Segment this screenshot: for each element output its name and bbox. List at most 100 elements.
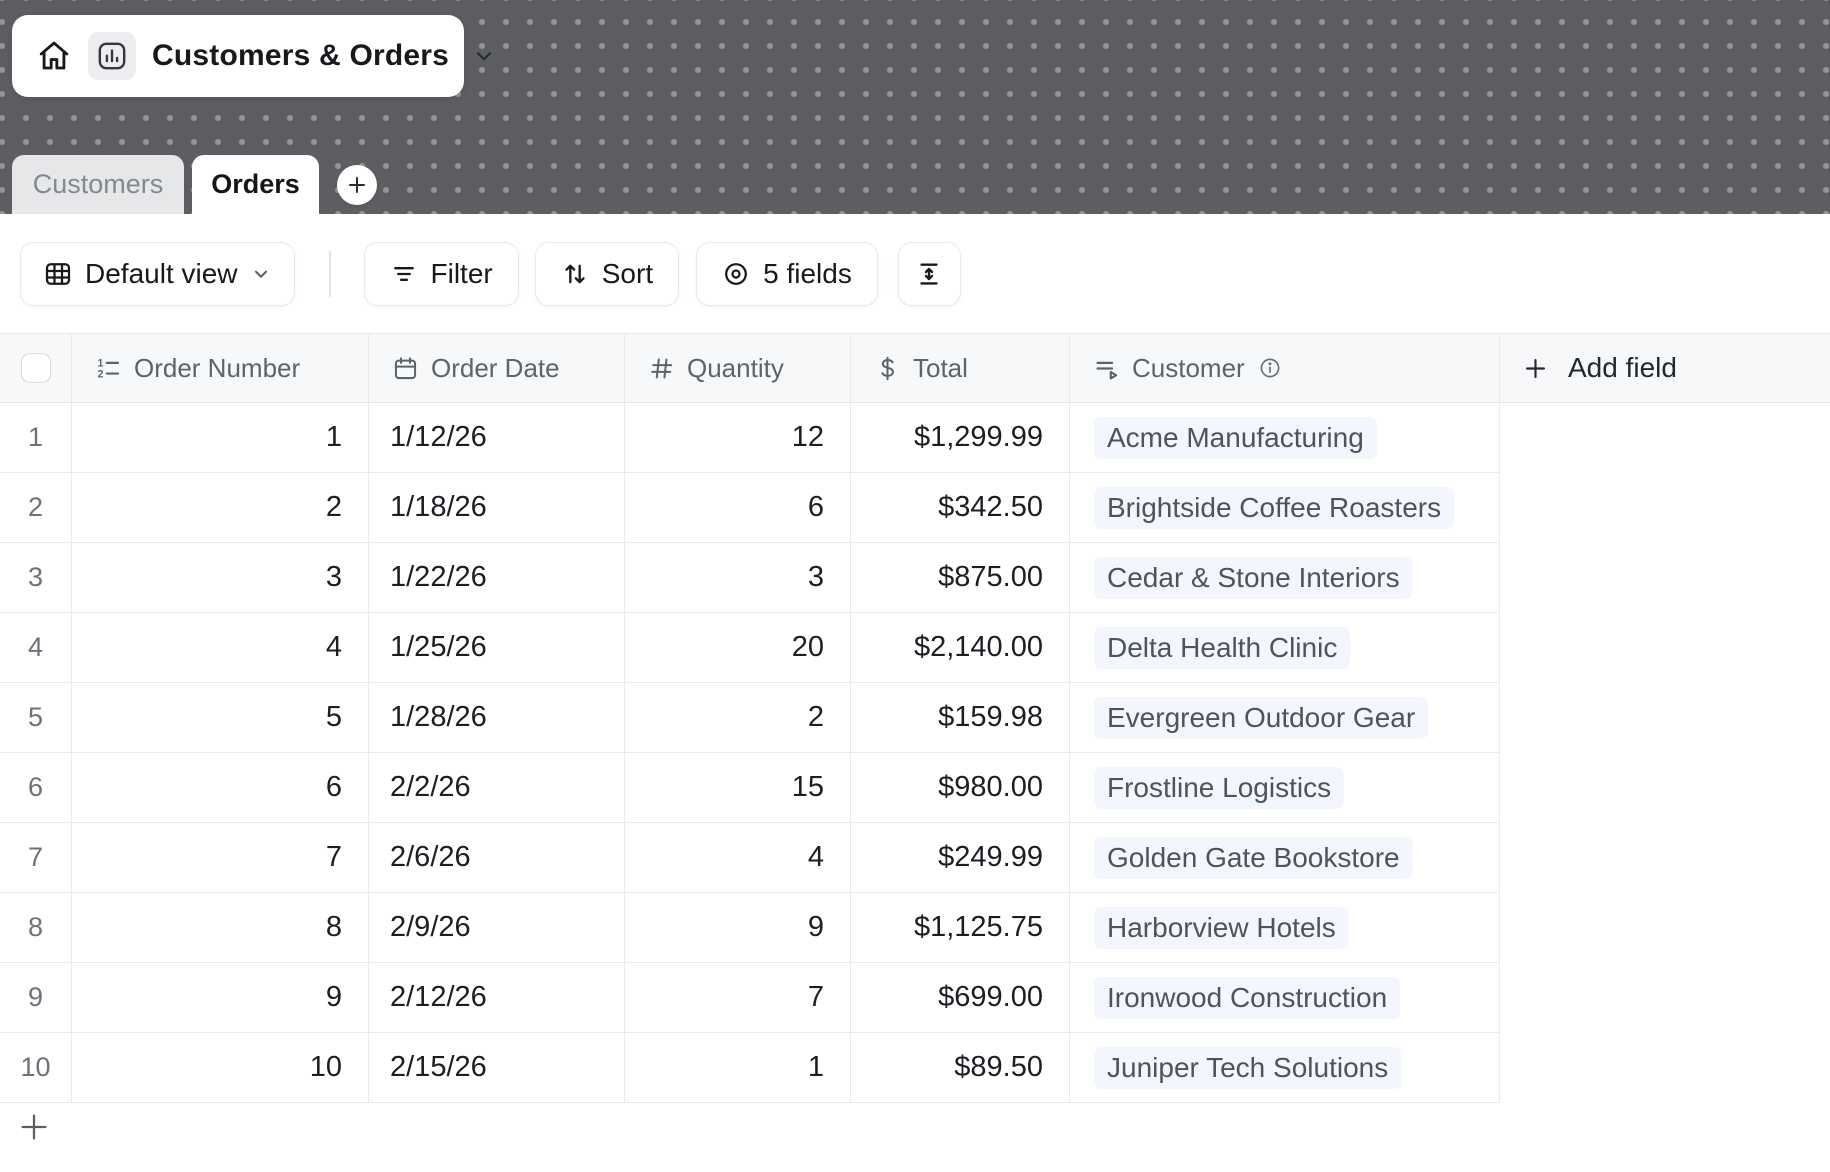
customer-cell[interactable]: Evergreen Outdoor Gear — [1070, 683, 1500, 753]
total-cell[interactable]: $89.50 — [851, 1033, 1070, 1103]
customer-cell[interactable]: Delta Health Clinic — [1070, 613, 1500, 683]
customer-cell[interactable]: Golden Gate Bookstore — [1070, 823, 1500, 893]
column-header-order-date[interactable]: Order Date — [369, 334, 625, 403]
row-number-cell[interactable]: 8 — [0, 893, 72, 963]
toolbar-divider — [328, 250, 331, 297]
quantity-cell[interactable]: 1 — [625, 1033, 851, 1103]
sort-button[interactable]: Sort — [534, 241, 680, 306]
order-number-cell[interactable]: 9 — [72, 963, 369, 1033]
order-date-cell[interactable]: 2/2/26 — [369, 753, 625, 823]
column-header-customer[interactable]: Customer — [1070, 334, 1500, 403]
quantity-cell[interactable]: 15 — [625, 753, 851, 823]
row-number-cell[interactable]: 2 — [0, 473, 72, 543]
total-cell[interactable]: $159.98 — [851, 683, 1070, 753]
row-number-cell[interactable]: 10 — [0, 1033, 72, 1103]
base-icon-container — [88, 32, 136, 80]
customer-record-pill[interactable]: Evergreen Outdoor Gear — [1094, 696, 1429, 739]
customer-cell[interactable]: Ironwood Construction — [1070, 963, 1500, 1033]
order-number-cell[interactable]: 10 — [72, 1033, 369, 1103]
row-number-cell[interactable]: 3 — [0, 543, 72, 613]
fields-visibility-button[interactable]: 5 fields — [696, 241, 878, 306]
quantity-cell[interactable]: 6 — [625, 473, 851, 543]
order-date-cell[interactable]: 1/18/26 — [369, 473, 625, 543]
customer-record-pill[interactable]: Cedar & Stone Interiors — [1094, 556, 1413, 599]
bar-chart-icon — [98, 42, 126, 70]
table-row: 3 3 1/22/26 3 $875.00 Cedar & Stone Interiors — [0, 543, 1830, 613]
quantity-cell[interactable]: 4 — [625, 823, 851, 893]
column-header-quantity[interactable]: Quantity — [625, 334, 851, 403]
tab-orders[interactable]: Orders — [192, 155, 319, 214]
order-date-cell[interactable]: 1/12/26 — [369, 403, 625, 473]
customer-cell[interactable]: Harborview Hotels — [1070, 893, 1500, 963]
home-icon[interactable] — [36, 38, 72, 74]
order-date-cell[interactable]: 1/22/26 — [369, 543, 625, 613]
quantity-cell[interactable]: 12 — [625, 403, 851, 473]
order-number-cell[interactable]: 1 — [72, 403, 369, 473]
order-date-cell[interactable]: 1/25/26 — [369, 613, 625, 683]
order-number-cell[interactable]: 8 — [72, 893, 369, 963]
add-table-button[interactable] — [337, 165, 377, 205]
view-selector-button[interactable]: Default view — [20, 241, 295, 306]
order-date-cell[interactable]: 1/28/26 — [369, 683, 625, 753]
order-date-cell[interactable]: 2/12/26 — [369, 963, 625, 1033]
order-number-cell[interactable]: 5 — [72, 683, 369, 753]
total-cell[interactable]: $1,125.75 — [851, 893, 1070, 963]
customer-record-pill[interactable]: Juniper Tech Solutions — [1094, 1046, 1402, 1089]
total-cell[interactable]: $875.00 — [851, 543, 1070, 613]
quantity-cell[interactable]: 20 — [625, 613, 851, 683]
chevron-down-icon — [254, 270, 267, 278]
order-number-cell[interactable]: 2 — [72, 473, 369, 543]
quantity-cell[interactable]: 3 — [625, 543, 851, 613]
select-all-checkbox[interactable] — [20, 353, 51, 383]
quantity-cell[interactable]: 2 — [625, 683, 851, 753]
order-number-cell[interactable]: 4 — [72, 613, 369, 683]
table-tabs: Customers Orders — [0, 155, 1830, 214]
empty-cell — [1500, 963, 1830, 1033]
customer-record-pill[interactable]: Acme Manufacturing — [1094, 416, 1377, 459]
total-cell[interactable]: $699.00 — [851, 963, 1070, 1033]
column-header-total[interactable]: Total — [851, 334, 1070, 403]
customer-record-pill[interactable]: Golden Gate Bookstore — [1094, 836, 1413, 879]
customer-record-pill[interactable]: Ironwood Construction — [1094, 976, 1401, 1019]
svg-text:1: 1 — [97, 357, 103, 369]
customer-record-pill[interactable]: Delta Health Clinic — [1094, 626, 1351, 669]
row-number-cell[interactable]: 5 — [0, 683, 72, 753]
total-cell[interactable]: $249.99 — [851, 823, 1070, 893]
app-switcher-pill[interactable]: Customers & Orders — [12, 15, 492, 97]
customer-record-pill[interactable]: Frostline Logistics — [1094, 766, 1345, 809]
info-icon[interactable] — [1258, 356, 1282, 380]
tab-customers[interactable]: Customers — [12, 155, 184, 214]
total-cell[interactable]: $2,140.00 — [851, 613, 1070, 683]
customer-cell[interactable]: Acme Manufacturing — [1070, 403, 1500, 473]
add-row-button[interactable] — [15, 1108, 53, 1146]
customer-record-pill[interactable]: Harborview Hotels — [1094, 906, 1349, 949]
add-field-button[interactable]: Add field — [1500, 334, 1830, 403]
column-header-order-number[interactable]: 1 2 Order Number — [72, 334, 369, 403]
row-number-cell[interactable]: 4 — [0, 613, 72, 683]
order-number-cell[interactable]: 7 — [72, 823, 369, 893]
row-height-button[interactable] — [897, 241, 961, 306]
customer-cell[interactable]: Brightside Coffee Roasters — [1070, 473, 1500, 543]
order-date-cell[interactable]: 2/6/26 — [369, 823, 625, 893]
order-number-cell[interactable]: 3 — [72, 543, 369, 613]
order-number-cell[interactable]: 6 — [72, 753, 369, 823]
total-cell[interactable]: $980.00 — [851, 753, 1070, 823]
order-date-cell[interactable]: 2/15/26 — [369, 1033, 625, 1103]
row-number-cell[interactable]: 6 — [0, 753, 72, 823]
order-date-cell[interactable]: 2/9/26 — [369, 893, 625, 963]
total-cell[interactable]: $1,299.99 — [851, 403, 1070, 473]
customer-cell[interactable]: Juniper Tech Solutions — [1070, 1033, 1500, 1103]
total-cell[interactable]: $342.50 — [851, 473, 1070, 543]
table-row: 5 5 1/28/26 2 $159.98 Evergreen Outdoor Gear — [0, 683, 1830, 753]
customer-record-pill[interactable]: Brightside Coffee Roasters — [1094, 486, 1455, 529]
quantity-cell[interactable]: 7 — [625, 963, 851, 1033]
row-number-cell[interactable]: 7 — [0, 823, 72, 893]
filter-button[interactable]: Filter — [363, 241, 519, 306]
customer-cell[interactable]: Cedar & Stone Interiors — [1070, 543, 1500, 613]
empty-cell — [1500, 613, 1830, 683]
customer-cell[interactable]: Frostline Logistics — [1070, 753, 1500, 823]
quantity-cell[interactable]: 9 — [625, 893, 851, 963]
row-number-cell[interactable]: 9 — [0, 963, 72, 1033]
view-selector-label: Default view — [85, 257, 238, 289]
row-number-cell[interactable]: 1 — [0, 403, 72, 473]
